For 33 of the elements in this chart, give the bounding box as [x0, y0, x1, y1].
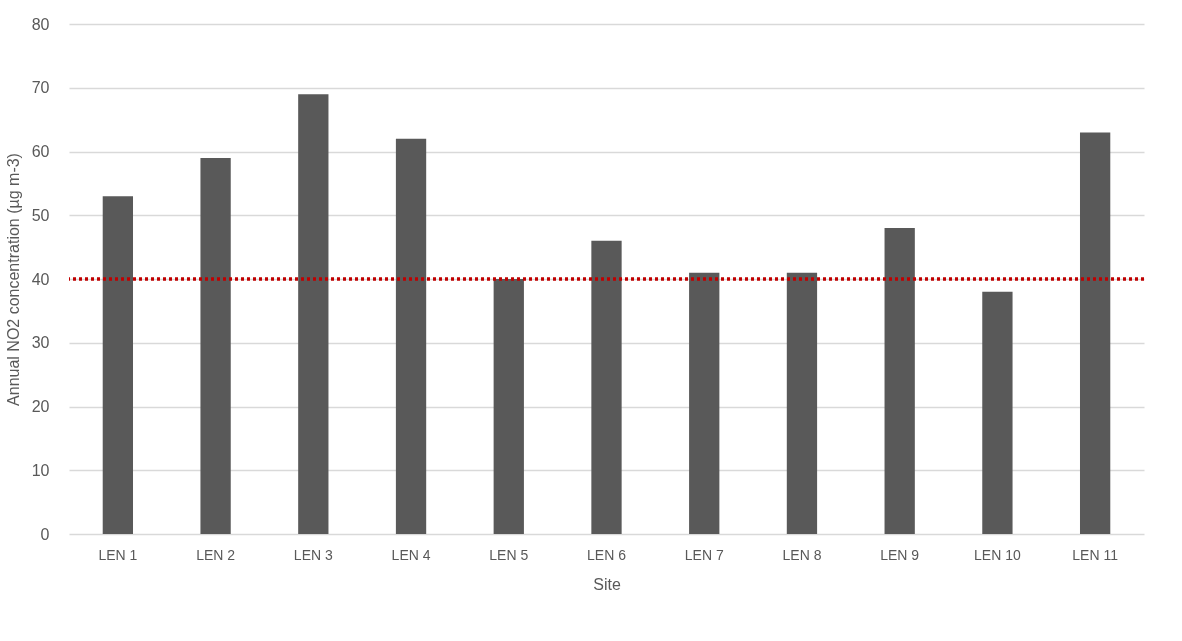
x-tick-label: LEN 1: [98, 546, 138, 563]
x-tick-label: LEN 3: [293, 546, 333, 563]
x-tick-label: LEN 10: [974, 546, 1021, 563]
y-tick-label: 40: [31, 270, 50, 288]
x-tick-label: LEN 8: [782, 546, 822, 563]
y-tick-label: 20: [31, 398, 50, 415]
bar: [200, 157, 231, 534]
y-tick-label: 50: [31, 206, 50, 224]
bar: [298, 94, 329, 534]
x-tick-label: LEN 6: [587, 546, 627, 563]
y-tick-label: 30: [31, 334, 50, 352]
x-axis-title: Site: [593, 575, 621, 593]
bar: [493, 279, 524, 534]
bar: [884, 228, 915, 534]
bar: [102, 196, 134, 534]
bar: [1079, 132, 1111, 534]
bar: [395, 138, 427, 534]
x-tick-label: LEN 5: [489, 546, 529, 563]
y-tick-label: 80: [31, 15, 50, 33]
bar: [689, 272, 720, 534]
x-tick-label: LEN 7: [684, 546, 724, 563]
y-axis-title: Annual NO2 concentration (µg m-3): [4, 153, 22, 406]
x-tick-label: LEN 11: [1072, 546, 1119, 563]
y-tick-label: 10: [31, 461, 50, 479]
x-tick-label: LEN 2: [196, 546, 236, 563]
bar: [591, 240, 622, 534]
y-tick-label: 60: [31, 143, 50, 160]
bar: [786, 272, 818, 534]
y-tick-label: 0: [40, 525, 50, 543]
x-tick-label: LEN 4: [391, 546, 431, 563]
x-tick-label: LEN 9: [880, 546, 920, 563]
y-tick-label: 70: [31, 79, 50, 97]
bar: [982, 291, 1013, 534]
